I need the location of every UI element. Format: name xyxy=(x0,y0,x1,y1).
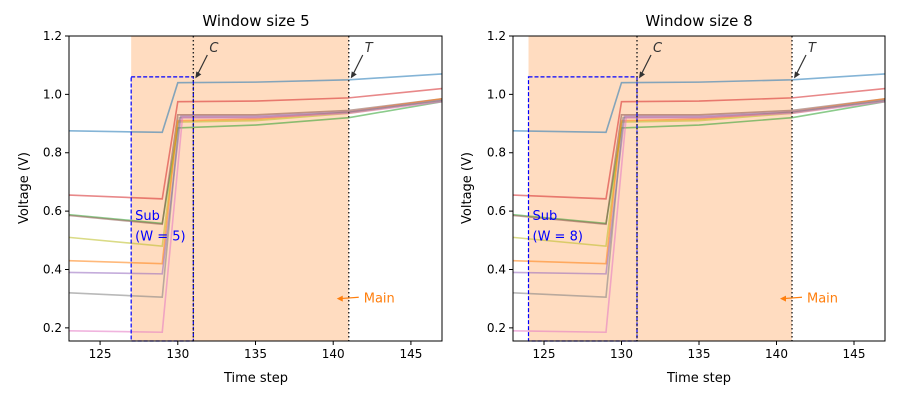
y-tick-label: 1.0 xyxy=(43,87,62,101)
y-tick-label: 1.2 xyxy=(487,29,506,43)
x-tick-label: 145 xyxy=(399,347,422,361)
x-tick-label: 135 xyxy=(244,347,267,361)
sub-window-label: (W = 5) xyxy=(135,229,185,244)
x-tick-label: 140 xyxy=(322,347,345,361)
x-axis-label: Time step xyxy=(666,371,731,386)
y-tick-label: 0.6 xyxy=(487,204,506,218)
series-line-2 xyxy=(68,100,443,225)
series-line-1 xyxy=(512,87,886,200)
y-tick-label: 0.8 xyxy=(487,146,506,160)
series-line-3 xyxy=(68,97,443,226)
annotation-T: T xyxy=(808,41,817,56)
arrow-head-icon xyxy=(195,71,202,79)
y-axis-label: Voltage (V) xyxy=(17,152,32,224)
y-tick-label: 0.2 xyxy=(487,321,506,335)
arrow-head-icon xyxy=(794,71,800,79)
annotation-T: T xyxy=(365,41,374,56)
y-tick-label: 1.0 xyxy=(487,87,506,101)
arrow-head-icon xyxy=(350,71,357,79)
y-axis-label: Voltage (V) xyxy=(460,152,475,224)
y-tick-label: 0.8 xyxy=(43,146,62,160)
main-label: Main xyxy=(807,292,838,307)
subplot-window-8: Window size 8 Time step Voltage (V) Sub (… xyxy=(460,12,886,386)
x-tick-label: 125 xyxy=(89,347,112,361)
series-line-2 xyxy=(512,100,886,225)
y-tick-label: 1.2 xyxy=(43,29,62,43)
series-line-8 xyxy=(68,100,443,334)
main-label: Main xyxy=(364,292,395,307)
x-tick-label: 140 xyxy=(765,347,788,361)
series-line-8 xyxy=(512,100,886,334)
x-tick-label: 130 xyxy=(166,347,189,361)
arrow-head-icon xyxy=(336,295,343,302)
x-tick-label: 130 xyxy=(610,347,633,361)
annotation-C: C xyxy=(209,41,219,56)
arrow-head-icon xyxy=(639,71,645,79)
y-tick-label: 0.6 xyxy=(43,204,62,218)
x-axis-label: Time step xyxy=(223,371,288,386)
x-tick-label: 145 xyxy=(843,347,866,361)
series-line-0 xyxy=(68,73,443,134)
series-line-0 xyxy=(512,73,886,134)
series-line-1 xyxy=(68,87,443,200)
subplot-title: Window size 5 xyxy=(202,12,309,30)
arrow-head-icon xyxy=(780,295,786,302)
annotation-C: C xyxy=(653,41,663,56)
y-tick-label: 0.4 xyxy=(43,262,62,276)
x-tick-label: 135 xyxy=(688,347,711,361)
x-tick-label: 125 xyxy=(533,347,556,361)
subplot-title: Window size 8 xyxy=(645,12,752,30)
series-line-3 xyxy=(512,97,886,226)
y-tick-label: 0.2 xyxy=(43,321,62,335)
main-window-span xyxy=(528,36,792,341)
sub-label: Sub xyxy=(135,209,160,224)
sub-label: Sub xyxy=(533,209,558,224)
y-tick-label: 0.4 xyxy=(487,262,506,276)
subplot-window-5: Window size 5 Time step Voltage (V) Sub (… xyxy=(17,12,443,386)
sub-window-label: (W = 8) xyxy=(533,229,583,244)
